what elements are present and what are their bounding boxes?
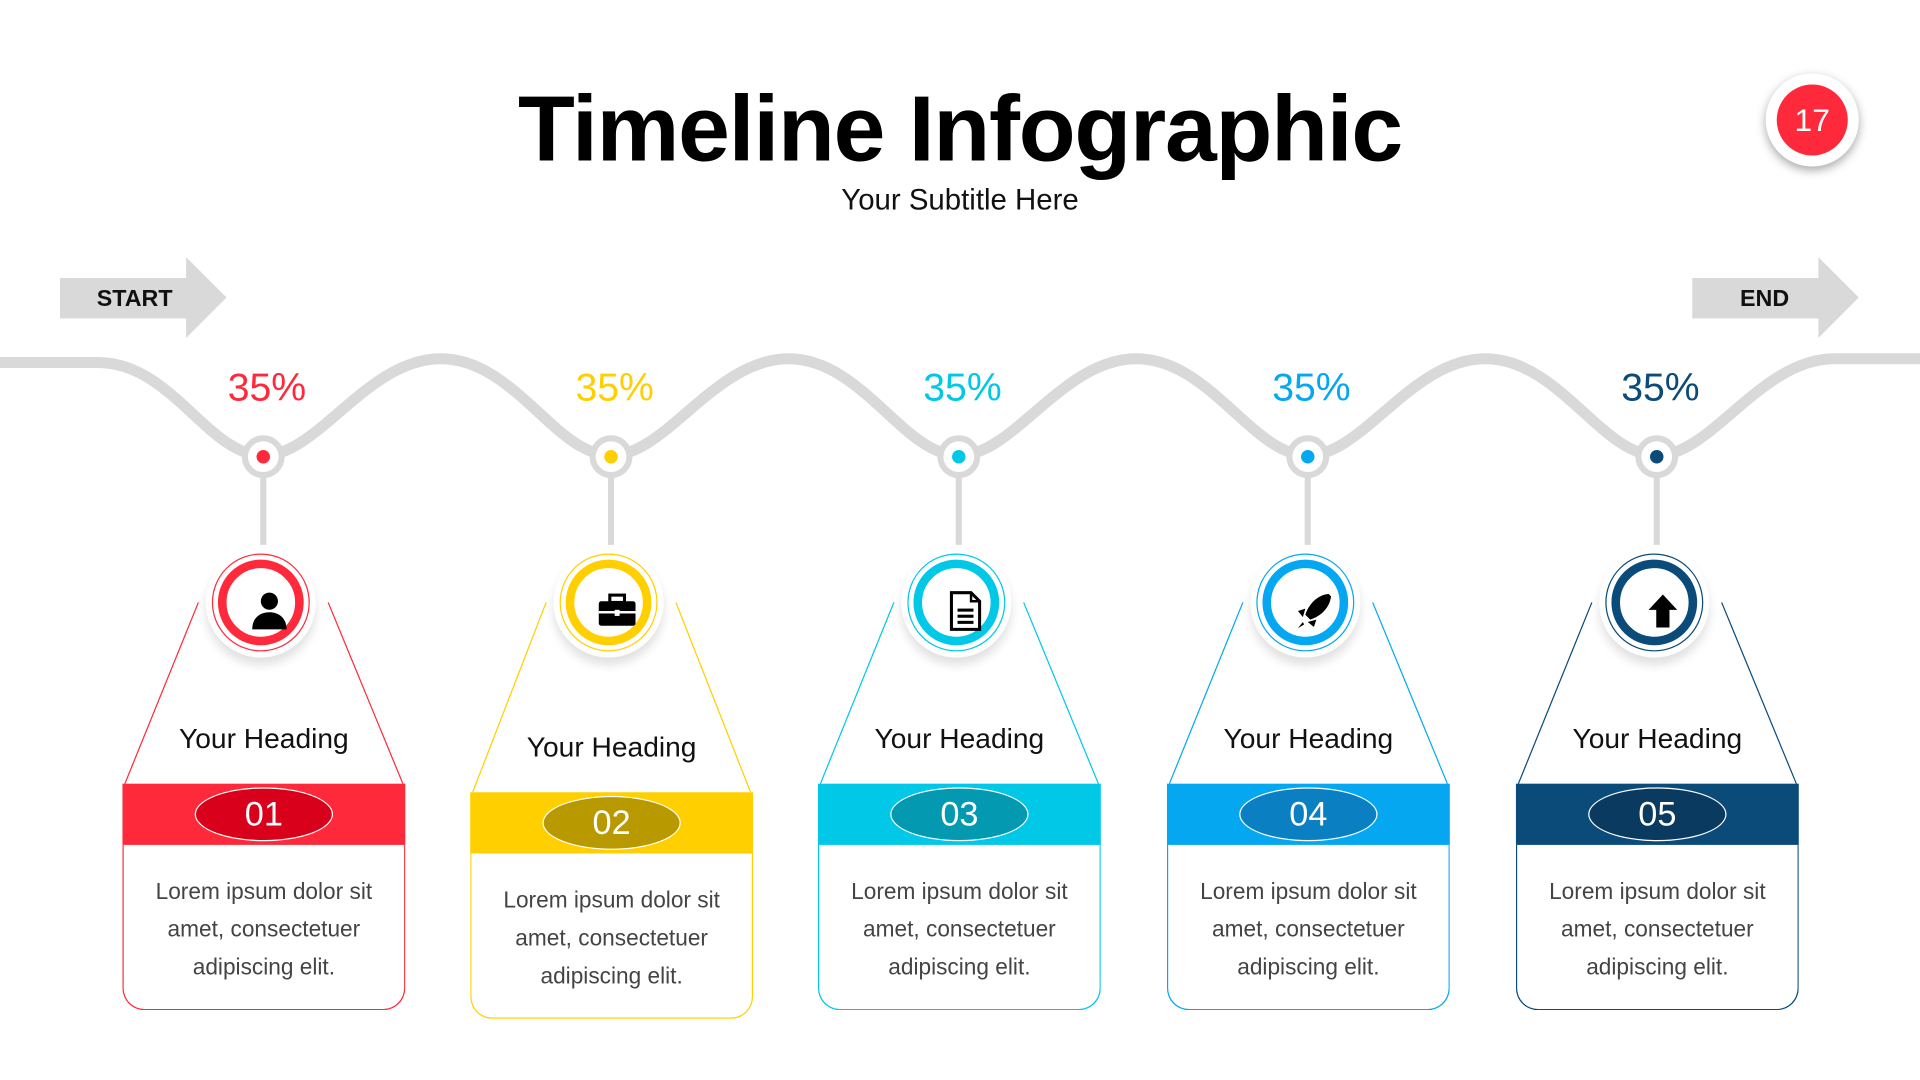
rocket-icon	[1297, 593, 1332, 629]
desc-line: adipiscing elit.	[1586, 953, 1729, 980]
desc-line: Lorem ipsum dolor sit	[155, 877, 373, 904]
step-icon-badge	[553, 547, 664, 658]
step-icon-badge	[901, 547, 1012, 658]
step-number: 03	[890, 787, 1029, 842]
end-label: END	[1740, 286, 1790, 313]
desc-line: adipiscing elit.	[192, 953, 336, 980]
desc-line: Lorem ipsum dolor sit	[503, 886, 720, 913]
step-heading: Your Heading	[874, 722, 1045, 755]
step-heading: Your Heading	[1223, 722, 1394, 755]
step-percent: 35%	[1621, 364, 1700, 409]
page-title: Timeline Infographic	[518, 77, 1403, 182]
step-band: 04	[1166, 783, 1450, 845]
connector-line	[1721, 602, 1797, 784]
start-arrow	[60, 257, 227, 338]
desc-line: amet, consectetuer	[167, 915, 361, 942]
step-card	[1166, 844, 1450, 1011]
connector-line	[1372, 602, 1448, 784]
connector-line	[472, 602, 547, 793]
desc-line: adipiscing elit.	[888, 953, 1031, 980]
step-percent: 35%	[923, 364, 1002, 409]
document-icon	[949, 591, 982, 631]
step-heading: Your Heading	[1572, 722, 1743, 755]
step-band: 01	[122, 783, 406, 845]
step-description: Lorem ipsum dolor sit amet, consectetuer…	[470, 880, 753, 994]
connector-line	[1517, 602, 1593, 784]
step-description: Lorem ipsum dolor sit amet, consectetuer…	[1516, 872, 1799, 986]
start-label: START	[96, 286, 173, 313]
step-icon-badge	[1599, 547, 1710, 658]
step-icon-badge	[1250, 547, 1361, 658]
desc-line: amet, consectetuer	[1212, 915, 1405, 942]
step-percent: 35%	[575, 364, 654, 409]
user-icon	[252, 592, 287, 630]
step-heading: Your Heading	[179, 722, 349, 755]
desc-line: amet, consectetuer	[863, 915, 1056, 942]
step-percent: 35%	[227, 364, 307, 409]
timeline-dot	[604, 450, 618, 464]
step-description: Lorem ipsum dolor sit amet, consectetuer…	[1167, 872, 1450, 986]
step-description: Lorem ipsum dolor sit amet, consectetuer…	[818, 872, 1101, 986]
step-number: 02	[542, 795, 681, 850]
step-description: Lorem ipsum dolor sit amet, consectetuer…	[122, 872, 405, 986]
step-number: 01	[194, 787, 334, 842]
step-card	[122, 844, 406, 1011]
desc-line: amet, consectetuer	[515, 924, 708, 951]
step-card	[1515, 844, 1799, 1011]
timeline-dot	[1301, 450, 1315, 464]
step-band: 05	[1515, 783, 1799, 845]
step-icon-badge	[205, 547, 316, 658]
step-heading: Your Heading	[526, 731, 697, 763]
step-card	[470, 853, 754, 1019]
timeline-dot	[256, 450, 271, 464]
timeline-dot	[1650, 450, 1664, 464]
timeline-dot	[952, 450, 966, 464]
connector-line	[327, 602, 404, 784]
desc-line: amet, consectetuer	[1561, 915, 1754, 942]
desc-line: Lorem ipsum dolor sit	[1200, 877, 1417, 904]
slide-number-badge: 17	[1765, 73, 1859, 167]
end-arrow	[1692, 257, 1859, 338]
connector-line	[819, 602, 895, 784]
desc-line: adipiscing elit.	[540, 962, 683, 989]
briefcase-icon	[598, 593, 636, 626]
connector-line	[124, 602, 199, 784]
desc-line: adipiscing elit.	[1237, 953, 1380, 980]
step-percent: 35%	[1272, 364, 1351, 409]
arrow-up-icon	[1648, 594, 1678, 628]
step-band: 02	[470, 792, 754, 854]
step-card	[817, 844, 1101, 1011]
connector-line	[675, 602, 752, 793]
step-band: 03	[817, 783, 1101, 845]
slide-number: 17	[1776, 84, 1848, 156]
desc-line: Lorem ipsum dolor sit	[1549, 877, 1766, 904]
connector-line	[1023, 602, 1099, 784]
step-number: 04	[1239, 787, 1378, 842]
desc-line: Lorem ipsum dolor sit	[851, 877, 1068, 904]
page-subtitle: Your Subtitle Here	[841, 183, 1079, 217]
step-number: 05	[1588, 787, 1727, 842]
connector-line	[1168, 602, 1244, 784]
